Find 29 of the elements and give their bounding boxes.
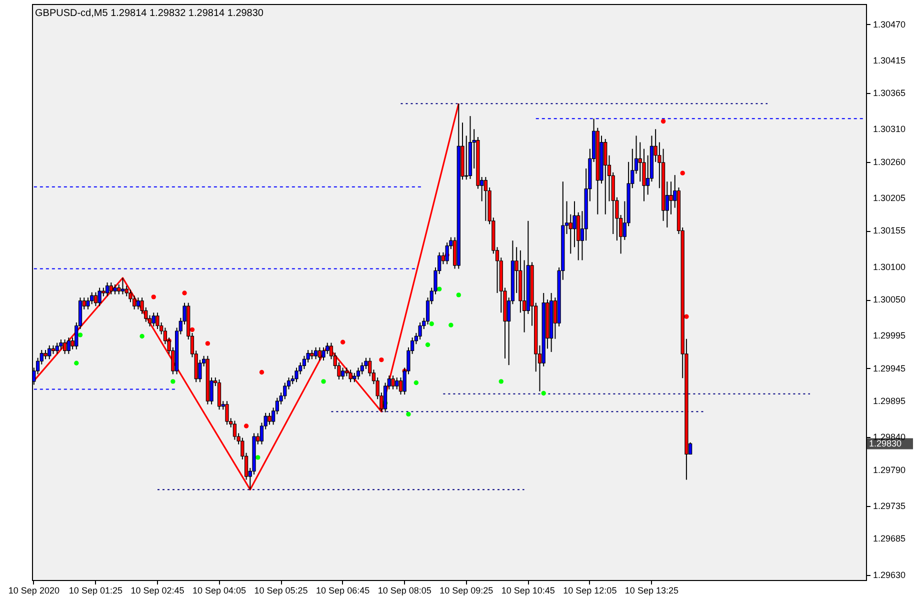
text: 1.29830 (869, 438, 902, 449)
y-tick-label: 1.30470 (873, 19, 906, 30)
y-tick-label: 1.29895 (873, 396, 906, 406)
x-tick-label: 10 Sep 05:25 (254, 586, 308, 596)
y-tick-label: 1.30365 (873, 88, 906, 98)
y-tick-label: 1.30100 (873, 262, 906, 272)
x-tick-label: 10 Sep 04:05 (192, 586, 246, 596)
x-tick-label: 10 Sep 12:05 (563, 586, 617, 596)
y-tick-label: 1.30310 (873, 124, 906, 134)
chart-title: GBPUSD-cd,M5 1.29814 1.29832 1.29814 1.29830 (35, 8, 264, 19)
x-tick-label: 10 Sep 08:05 (378, 586, 432, 596)
y-tick-label: 1.30415 (873, 55, 906, 66)
x-tick-label: 10 Sep 2020 (8, 586, 60, 596)
y-tick-label: 1.29945 (873, 363, 906, 374)
x-tick-label: 10 Sep 06:45 (316, 586, 370, 596)
y-tick-label: 1.30155 (873, 226, 906, 236)
y-tick-label: 1.29630 (873, 570, 906, 580)
y-tick-label: 1.29685 (873, 534, 906, 544)
y-tick-label: 1.30050 (873, 294, 906, 305)
y-tick-label: 1.30260 (873, 156, 906, 167)
y-tick-label: 1.29790 (873, 464, 906, 475)
x-tick-label: 10 Sep 09:25 (440, 586, 494, 596)
y-tick-label: 1.29735 (873, 500, 906, 511)
x-tick-label: 10 Sep 01:25 (68, 586, 122, 596)
x-tick-label: 10 Sep 02:45 (130, 586, 184, 596)
x-tick-label: 10 Sep 13:25 (624, 586, 678, 596)
y-tick-label: 1.30205 (873, 192, 906, 203)
x-tick-label: 10 Sep 10:45 (501, 586, 555, 596)
y-tick-label: 1.29995 (873, 330, 906, 341)
